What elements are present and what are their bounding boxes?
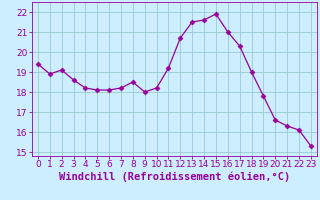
X-axis label: Windchill (Refroidissement éolien,°C): Windchill (Refroidissement éolien,°C)	[59, 172, 290, 182]
